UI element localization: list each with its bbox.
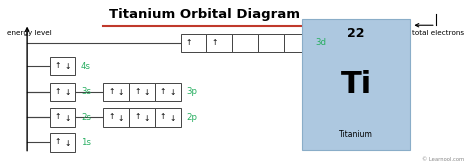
Text: 3p: 3p: [186, 87, 197, 96]
Bar: [155, 83, 181, 101]
Bar: [103, 108, 129, 127]
Text: 3d: 3d: [315, 38, 326, 47]
Text: 22: 22: [347, 27, 365, 40]
Text: ↑: ↑: [160, 112, 166, 121]
Text: total electrons: total electrons: [412, 30, 464, 36]
Text: ↑: ↑: [109, 86, 115, 95]
Bar: [103, 83, 129, 101]
Bar: [181, 34, 206, 52]
Bar: [50, 57, 75, 75]
Text: ↑: ↑: [55, 86, 61, 95]
Text: Titanium: Titanium: [339, 130, 373, 139]
Text: ↑: ↑: [55, 137, 61, 146]
Bar: [302, 19, 410, 150]
Bar: [258, 34, 283, 52]
Text: 1s: 1s: [81, 138, 91, 147]
Text: © Learnool.com: © Learnool.com: [421, 157, 464, 162]
Bar: [129, 83, 155, 101]
Text: ↓: ↓: [64, 88, 70, 97]
Text: ↑: ↑: [160, 86, 166, 95]
Text: ↓: ↓: [118, 88, 124, 97]
Text: ↓: ↓: [118, 114, 124, 123]
Text: 4s: 4s: [81, 62, 91, 71]
Bar: [283, 34, 310, 52]
Bar: [232, 34, 258, 52]
Text: ↑: ↑: [186, 38, 192, 47]
Bar: [50, 108, 75, 127]
Text: ↓: ↓: [64, 62, 70, 71]
Text: Ti: Ti: [340, 70, 372, 99]
Text: ↓: ↓: [169, 114, 176, 123]
Text: 2p: 2p: [186, 113, 197, 122]
Text: Titanium Orbital Diagram: Titanium Orbital Diagram: [109, 8, 300, 21]
Text: ↓: ↓: [144, 114, 150, 123]
Text: ↑: ↑: [55, 61, 61, 70]
Bar: [129, 108, 155, 127]
Bar: [50, 133, 75, 152]
Text: 3s: 3s: [81, 87, 91, 96]
Text: energy level: energy level: [8, 30, 52, 36]
Bar: [50, 83, 75, 101]
Text: ↓: ↓: [169, 88, 176, 97]
Bar: [155, 108, 181, 127]
Text: ↓: ↓: [64, 114, 70, 123]
Bar: [206, 34, 232, 52]
Text: ↑: ↑: [134, 112, 141, 121]
Text: ↑: ↑: [55, 112, 61, 121]
Text: ↑: ↑: [109, 112, 115, 121]
Text: ↑: ↑: [211, 38, 218, 47]
Text: 2s: 2s: [81, 113, 91, 122]
Text: ↓: ↓: [144, 88, 150, 97]
Text: ↓: ↓: [64, 139, 70, 148]
Text: ↑: ↑: [134, 86, 141, 95]
